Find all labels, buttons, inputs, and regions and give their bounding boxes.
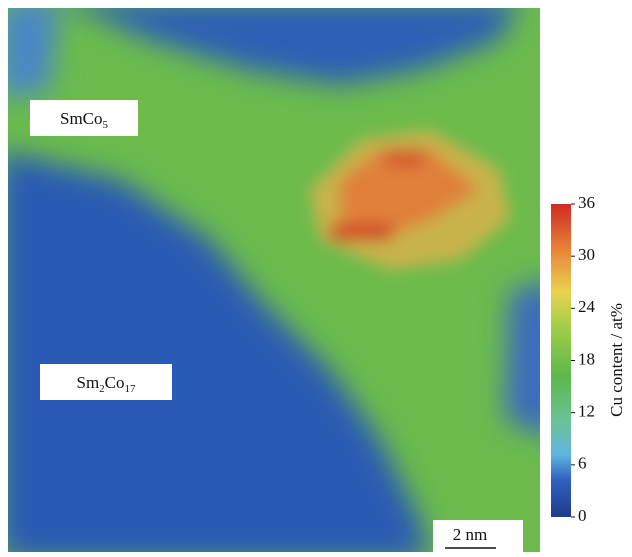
- tick-label: 12: [578, 402, 595, 421]
- tick-label: 24: [578, 297, 596, 316]
- phase-subscript: 17: [125, 383, 137, 395]
- page: SmCo5 Sm2Co17 2 nm Cu content / at% 0612…: [0, 0, 632, 557]
- phase-text: Sm: [76, 373, 99, 392]
- cu-map: [0, 0, 560, 552]
- phase-text: SmCo: [60, 109, 103, 128]
- colorbar-ticks: 0 6 12 18 24 30 36: [571, 193, 596, 525]
- phase-text: Co: [105, 373, 125, 392]
- tick-label: 6: [578, 454, 587, 473]
- figure: SmCo5 Sm2Co17 2 nm Cu content / at% 0612…: [0, 0, 632, 552]
- phase-subscript: 5: [103, 119, 109, 131]
- tick-label: 30: [578, 245, 595, 264]
- colorbar: [551, 204, 571, 517]
- colorbar-label: Cu content / at%: [607, 303, 626, 417]
- tick-label: 18: [578, 349, 595, 368]
- tick-label: 36: [578, 193, 595, 212]
- phase-label: SmCo5: [60, 109, 109, 131]
- tick-label: 0: [578, 506, 587, 525]
- scale-bar-label: 2 nm: [453, 525, 487, 544]
